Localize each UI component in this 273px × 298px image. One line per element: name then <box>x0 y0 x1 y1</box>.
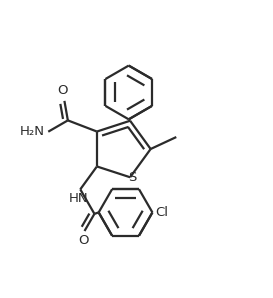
Text: H₂N: H₂N <box>20 125 45 138</box>
Text: HN: HN <box>69 192 89 205</box>
Text: O: O <box>58 85 68 97</box>
Text: S: S <box>128 171 136 184</box>
Text: O: O <box>78 235 89 247</box>
Text: Cl: Cl <box>155 206 168 219</box>
